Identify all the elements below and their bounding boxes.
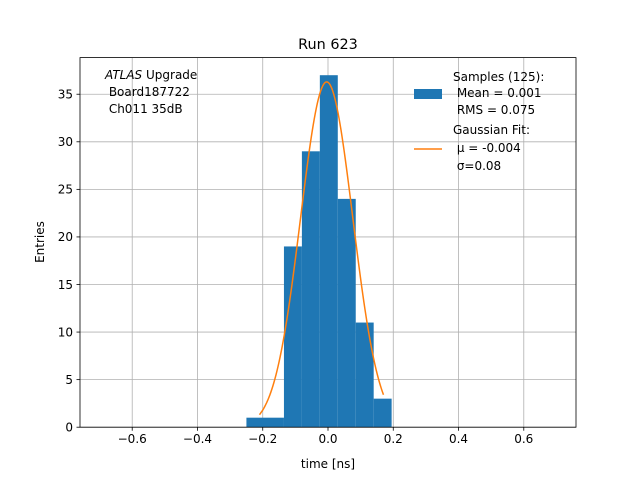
legend-histogram-line-3: RMS = 0.075 <box>453 103 535 117</box>
x-tick-label: 0.6 <box>514 432 533 446</box>
histogram-bars <box>246 75 392 428</box>
legend-fit-line-3: σ=0.08 <box>453 159 501 173</box>
y-axis-label: Entries <box>33 221 47 263</box>
legend-fit-line-1: Gaussian Fit: <box>453 123 530 137</box>
x-tick-label: −0.6 <box>118 432 147 446</box>
legend: Samples (125): Mean = 0.001 RMS = 0.075 … <box>414 70 544 173</box>
histogram-bar <box>283 246 302 428</box>
histogram-bar <box>266 417 284 428</box>
x-tick-label: 0.0 <box>318 432 337 446</box>
histogram-bar <box>319 75 338 428</box>
annotation-upgrade: Upgrade <box>142 68 197 82</box>
histogram-bar <box>301 151 320 428</box>
x-tick-label: 0.4 <box>449 432 468 446</box>
annotation-line-3: Ch011 35dB <box>105 102 183 116</box>
histogram-bar <box>373 398 392 428</box>
histogram-bar <box>337 198 356 428</box>
atlas-annotation: ATLAS Upgrade Board187722 Ch011 35dB <box>104 68 197 116</box>
y-axis-ticks: 0 5 10 15 20 25 30 35 <box>58 88 80 435</box>
x-tick-label: −0.2 <box>248 432 277 446</box>
histogram-bar <box>355 322 374 428</box>
legend-histogram-line-2: Mean = 0.001 <box>453 86 542 100</box>
y-tick-label: 30 <box>58 135 73 149</box>
gaussian-fit-curve <box>258 81 385 416</box>
x-tick-label: −0.4 <box>183 432 212 446</box>
y-tick-label: 25 <box>58 183 73 197</box>
x-tick-label: 0.2 <box>384 432 403 446</box>
y-tick-label: 0 <box>65 421 73 435</box>
legend-fit-line-2: μ = -0.004 <box>453 141 521 155</box>
y-tick-label: 15 <box>58 278 73 292</box>
y-tick-label: 20 <box>58 230 73 244</box>
annotation-line-1: ATLAS Upgrade <box>104 68 197 82</box>
y-tick-label: 35 <box>58 88 73 102</box>
histogram-bar <box>246 417 266 428</box>
x-axis-ticks: −0.6 −0.4 −0.2 0.0 0.2 0.4 0.6 <box>118 427 533 446</box>
annotation-line-2: Board187722 <box>105 85 190 99</box>
legend-histogram-line-1: Samples (125): <box>453 70 544 84</box>
y-tick-label: 10 <box>58 325 73 339</box>
chart-title: Run 623 <box>298 37 358 53</box>
gaussian-fit-layer <box>258 81 385 416</box>
legend-histogram-swatch <box>414 89 442 99</box>
x-axis-label: time [ns] <box>301 457 355 471</box>
y-tick-label: 5 <box>65 373 73 387</box>
annotation-atlas: ATLAS <box>104 68 143 82</box>
